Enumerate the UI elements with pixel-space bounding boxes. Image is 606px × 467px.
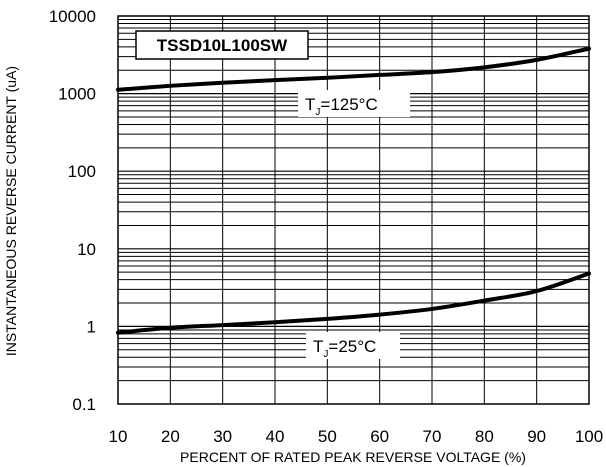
y-tick-label: 10 — [77, 240, 96, 259]
y-tick-label: 10000 — [49, 7, 96, 26]
chart-title: TSSD10L100SW — [157, 36, 288, 55]
series-label-box-125 — [298, 90, 410, 117]
y-tick-label: 1 — [87, 317, 96, 336]
y-tick-label: 0.1 — [72, 395, 96, 414]
title-box — [135, 30, 309, 60]
x-tick-label: 100 — [575, 427, 603, 446]
x-tick-label: 80 — [475, 427, 494, 446]
series-line-1 — [116, 271, 591, 335]
x-tick-label: 50 — [318, 427, 337, 446]
series-lines — [116, 46, 591, 335]
y-axis-label: INSTANTANEOUS REVERSE CURRENT (uA) — [3, 66, 19, 356]
series-label-125: TJ=125°C — [305, 95, 378, 118]
y-tick-labels: 0.1 1 10 100 1000 10000 — [49, 7, 96, 414]
series-label-25: TJ=25°C — [313, 337, 376, 360]
y-tick-label: 100 — [68, 162, 96, 181]
series-line-0 — [116, 46, 591, 92]
x-tick-label: 10 — [109, 427, 128, 446]
plot-frame — [117, 15, 590, 405]
x-axis-label: PERCENT OF RATED PEAK REVERSE VOLTAGE (%… — [180, 449, 526, 465]
x-tick-label: 20 — [161, 427, 180, 446]
x-tick-label: 60 — [370, 427, 389, 446]
x-tick-label: 90 — [527, 427, 546, 446]
x-tick-labels: 10 20 30 40 50 60 70 80 90 100 — [109, 427, 604, 446]
y-tick-label: 1000 — [58, 85, 96, 104]
x-tick-label: 70 — [423, 427, 442, 446]
series-label-box-25 — [306, 332, 400, 359]
x-tick-label: 30 — [213, 427, 232, 446]
x-tick-label: 40 — [266, 427, 285, 446]
